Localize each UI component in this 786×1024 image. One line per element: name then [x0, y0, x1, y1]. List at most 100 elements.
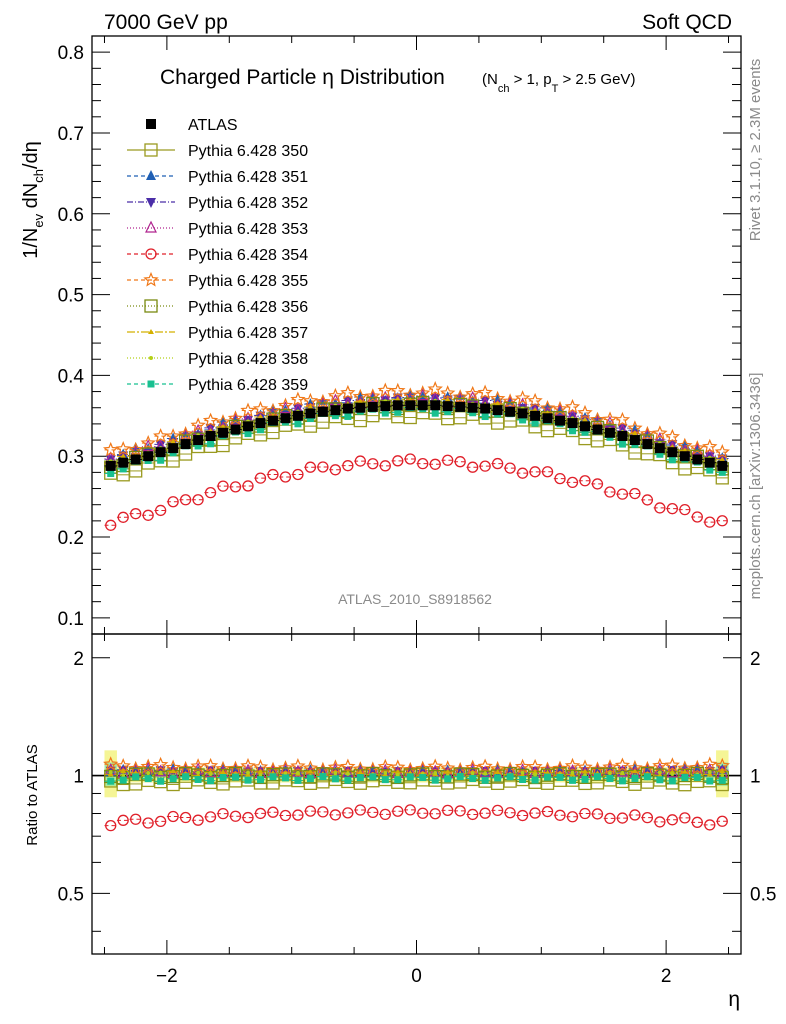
series-10-ratio-point	[681, 774, 689, 782]
series-5-ratio-point	[192, 814, 204, 826]
series-10-ratio-point	[107, 777, 115, 785]
legend-marker-10	[147, 380, 155, 388]
series-6-point	[614, 411, 631, 427]
series-0-point	[505, 406, 516, 417]
series-0-point	[342, 403, 353, 414]
series-6-point	[290, 391, 306, 407]
series-10-point	[706, 466, 714, 474]
series-0-point	[455, 401, 466, 412]
series-6-point	[714, 444, 730, 459]
ratio-y-tick-label-right: 0.5	[750, 884, 776, 905]
series-0-point	[579, 421, 590, 432]
series-10-point	[431, 409, 439, 417]
series-6-ratio-point	[327, 759, 344, 774]
series-10-point	[469, 409, 477, 417]
series-5-ratio-point	[317, 806, 329, 818]
series-8-point	[257, 413, 264, 419]
series-5-point	[379, 460, 391, 472]
series-5-ratio-point	[591, 808, 604, 820]
series-5-ratio-point	[367, 806, 379, 819]
series-0-point	[180, 439, 191, 450]
series-5-point	[604, 486, 616, 498]
series-10-ratio-point	[244, 776, 252, 784]
series-0-point	[380, 401, 391, 412]
series-10-point	[119, 465, 127, 473]
series-5-point	[591, 478, 604, 490]
series-0-point	[617, 431, 628, 442]
series-6-point	[115, 441, 131, 456]
series-5-point	[130, 508, 142, 520]
series-0-point	[679, 451, 690, 462]
series-5-point	[554, 472, 566, 485]
series-5-ratio-point	[342, 807, 354, 819]
series-10-ratio-point	[119, 776, 127, 784]
series-0-point	[267, 415, 278, 426]
series-0-point	[667, 447, 678, 458]
series-10-ratio-point	[344, 776, 352, 784]
series-10-point	[569, 427, 577, 435]
header-left: 7000 GeV pp	[104, 11, 228, 34]
series-10-point	[381, 409, 389, 417]
rivet-note: Rivet 3.1.10, ≥ 2.3M events	[747, 59, 764, 242]
series-5-ratio-point	[516, 809, 529, 822]
series-5-ratio-point	[654, 816, 666, 828]
y-tick-label: 0.4	[58, 366, 85, 387]
series-10-ratio-point	[569, 776, 577, 784]
series-8-ratio-point	[544, 769, 551, 775]
series-6-ratio-point	[702, 756, 718, 771]
series-8-point	[444, 396, 451, 402]
series-9-ratio-point	[670, 772, 675, 777]
series-5-point	[529, 466, 541, 478]
series-10-point	[394, 408, 402, 416]
series-9-ratio-point	[121, 773, 126, 778]
series-5-point	[204, 487, 217, 499]
series-6-point	[514, 390, 531, 405]
series-10-ratio-point	[606, 774, 614, 782]
series-6-ratio-point	[552, 760, 568, 776]
series-5-point	[304, 461, 317, 473]
series-10-ratio-point	[132, 773, 140, 781]
series-5-point	[679, 503, 691, 516]
ratio-y-tick-label: 2	[73, 649, 84, 670]
legend-marker-0	[146, 119, 156, 129]
series-5-ratio-point	[267, 806, 279, 818]
y-tick-label: 0.3	[58, 447, 84, 468]
series-5-point	[329, 464, 342, 476]
series-5-point	[454, 456, 466, 468]
series-6-point	[577, 404, 593, 420]
series-8-point	[719, 456, 726, 462]
series-0-point	[405, 400, 416, 411]
series-10-ratio-point	[319, 773, 327, 781]
series-6-point	[652, 425, 668, 440]
series-5-ratio-point	[217, 807, 229, 820]
series-6-ratio-point	[415, 760, 431, 776]
legend-label-8: Pythia 6.428 357	[188, 325, 308, 342]
series-5-point	[704, 516, 716, 528]
y-tick-label: 0.1	[58, 609, 84, 630]
series-9-ratio-point	[345, 771, 350, 776]
series-6-point	[140, 435, 156, 450]
series-3-point	[292, 404, 303, 415]
series-5-point	[367, 458, 379, 470]
series-6-point	[527, 392, 543, 408]
legend-marker-6	[143, 271, 159, 287]
series-10-ratio-point	[369, 773, 377, 781]
series-10-ratio-point	[643, 773, 651, 781]
series-8-ratio-point	[307, 768, 314, 774]
ratio-y-axis-label: Ratio to ATLAS	[24, 744, 41, 845]
series-10-ratio-point	[194, 775, 202, 783]
series-5-point	[229, 481, 242, 493]
series-10-ratio-point	[406, 773, 414, 781]
series-10-ratio-point	[182, 773, 190, 781]
series-0-point	[704, 457, 715, 468]
series-5-point	[666, 503, 679, 515]
series-5-ratio-point	[491, 804, 504, 817]
mcplots-note: mcplots.cern.ch [arXiv:1306.3436]	[747, 373, 764, 600]
series-5-point	[691, 511, 703, 523]
series-10-ratio-point	[718, 776, 726, 784]
series-9-ratio-point	[657, 770, 662, 775]
series-10-ratio-point	[306, 775, 314, 783]
series-5-ratio-point	[242, 811, 254, 824]
series-5-point	[654, 502, 666, 514]
